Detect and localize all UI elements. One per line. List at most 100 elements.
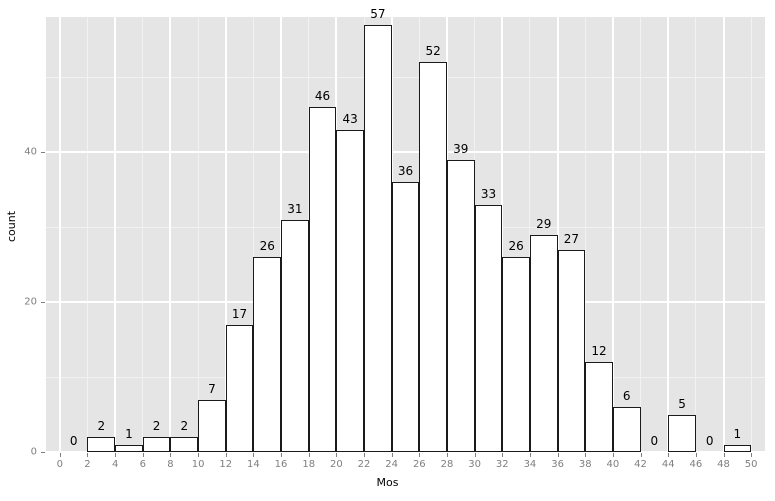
gridline-horizontal-minor <box>46 76 765 78</box>
x-tick-mark <box>668 453 670 457</box>
x-tick-mark <box>502 453 504 457</box>
x-axis-title: Mos <box>0 476 775 489</box>
histogram-bar <box>419 62 447 452</box>
y-tick-label: 0 <box>30 446 37 458</box>
gridline-vertical-major <box>58 17 61 452</box>
x-tick-mark <box>695 453 697 457</box>
x-tick-mark <box>640 453 642 457</box>
x-tick-label: 44 <box>661 459 675 470</box>
x-axis-title-text: Mos <box>376 476 399 489</box>
bar-value-label: 0 <box>705 434 714 448</box>
gridline-vertical-minor <box>695 17 697 452</box>
histogram-bar <box>723 444 752 452</box>
x-tick-mark <box>225 453 227 457</box>
x-tick-mark <box>253 453 255 457</box>
x-tick-label: 30 <box>468 459 481 470</box>
histogram-bar <box>142 437 171 452</box>
x-tick-mark <box>59 453 61 457</box>
y-tick-mark <box>41 152 45 153</box>
histogram-bar <box>115 444 143 452</box>
bar-value-label: 17 <box>231 306 248 321</box>
x-tick-mark <box>281 453 283 457</box>
x-tick-mark <box>474 453 476 457</box>
bar-value-label: 0 <box>650 434 659 448</box>
bar-value-label: 6 <box>622 389 631 403</box>
bar-value-label: 1 <box>125 426 133 441</box>
bar-value-label: 52 <box>425 44 441 58</box>
x-tick-label: 50 <box>744 459 758 470</box>
gridline-vertical-major <box>611 17 614 452</box>
bar-value-label: 39 <box>453 141 469 156</box>
x-tick-mark <box>308 453 310 457</box>
x-tick-label: 10 <box>191 459 205 470</box>
histogram-bar <box>391 182 420 452</box>
gridline-vertical-minor <box>640 17 642 452</box>
x-tick-label: 12 <box>219 459 233 470</box>
x-tick-mark <box>529 453 531 457</box>
histogram-bar <box>170 437 199 452</box>
histogram-bar <box>557 249 586 452</box>
histogram-bar <box>336 129 364 452</box>
y-tick-label: 40 <box>24 146 37 158</box>
x-tick-label: 26 <box>412 459 426 470</box>
x-tick-mark <box>87 453 89 457</box>
gridline-vertical-minor <box>750 17 752 452</box>
histogram-bar <box>446 159 475 452</box>
gridline-vertical-minor <box>584 17 586 452</box>
histogram-bar <box>87 437 116 452</box>
gridline-vertical-minor <box>197 17 199 452</box>
x-tick-label: 16 <box>274 459 288 470</box>
histogram-bar <box>474 204 503 452</box>
gridline-vertical-major <box>114 17 117 452</box>
x-tick-mark <box>446 453 448 457</box>
bar-value-label: 26 <box>259 239 275 253</box>
x-tick-mark <box>336 453 338 457</box>
gridline-vertical-major <box>556 17 559 452</box>
bar-value-label: 33 <box>480 186 497 201</box>
x-tick-mark <box>419 453 421 457</box>
histogram-bar <box>668 414 696 452</box>
x-tick-label: 8 <box>167 459 174 470</box>
bar-value-label: 36 <box>397 164 414 178</box>
x-tick-label: 4 <box>111 459 119 470</box>
bar-value-label: 43 <box>342 111 358 126</box>
bar-value-label: 0 <box>69 434 78 448</box>
bar-value-label: 5 <box>678 396 686 411</box>
x-tick-label: 38 <box>578 459 592 470</box>
x-tick-mark <box>612 453 614 457</box>
y-tick-mark <box>41 452 45 453</box>
x-tick-label: 22 <box>357 459 371 470</box>
x-tick-mark <box>115 453 117 457</box>
x-tick-label: 48 <box>717 459 730 470</box>
x-tick-label: 34 <box>523 459 537 470</box>
x-tick-mark <box>142 453 144 457</box>
x-tick-label: 6 <box>139 459 146 470</box>
histogram-bar <box>612 407 641 452</box>
y-tick-mark <box>41 302 45 303</box>
x-tick-label: 0 <box>56 459 63 470</box>
plot-panel <box>46 17 765 452</box>
x-tick-mark <box>585 453 587 457</box>
bar-value-label: 26 <box>508 239 524 253</box>
bar-value-label: 46 <box>314 89 331 103</box>
x-tick-label: 28 <box>440 459 454 470</box>
x-tick-label: 40 <box>606 459 620 470</box>
gridline-vertical-minor <box>142 17 144 452</box>
x-tick-label: 2 <box>84 459 91 470</box>
x-tick-label: 36 <box>551 459 564 470</box>
x-tick-label: 32 <box>495 459 509 470</box>
gridline-horizontal-major <box>46 151 765 153</box>
y-axis-title-text: count <box>5 210 19 242</box>
gridline-vertical-minor <box>86 17 88 452</box>
x-tick-label: 46 <box>689 459 703 470</box>
x-tick-label: 42 <box>634 459 647 470</box>
gridline-vertical-major <box>722 17 725 452</box>
x-tick-mark <box>751 453 753 457</box>
x-tick-mark <box>364 453 366 457</box>
bar-value-label: 12 <box>591 344 607 358</box>
x-tick-mark <box>198 453 200 457</box>
histogram-bar <box>225 324 254 452</box>
bar-value-label: 31 <box>287 201 303 216</box>
x-tick-mark <box>391 453 393 457</box>
bar-value-label: 2 <box>180 419 189 433</box>
